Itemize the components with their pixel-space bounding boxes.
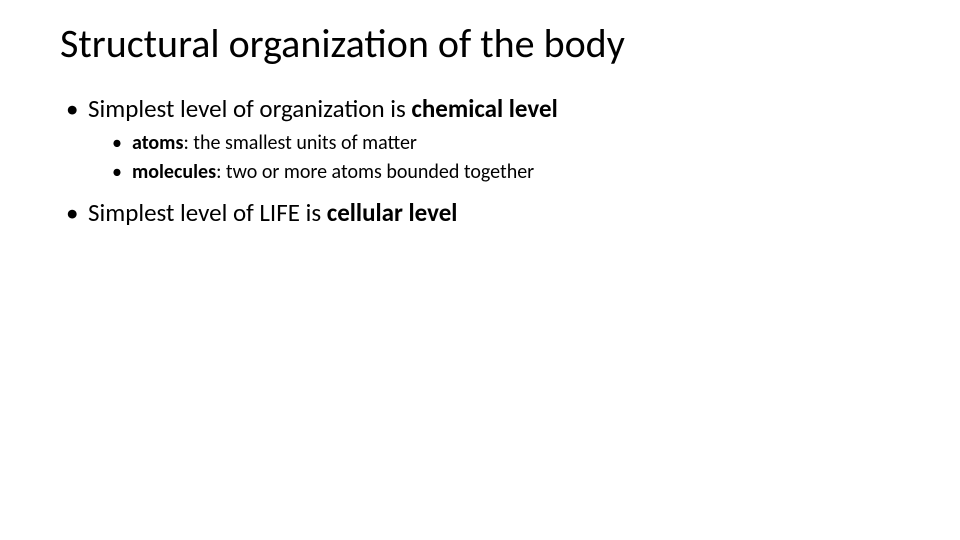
bullet-text: atoms: the smallest units of matter xyxy=(132,131,417,155)
bullet-list-level2: atoms: the smallest units of matter mole… xyxy=(88,130,900,186)
bullet-text: Simplest level of organization is chemic… xyxy=(88,93,558,124)
bullet-item: atoms: the smallest units of matter xyxy=(128,130,900,157)
slide: Structural organization of the body Simp… xyxy=(0,0,960,540)
bullet-item: Simplest level of LIFE is cellular level xyxy=(84,196,900,230)
slide-title: Structural organization of the body xyxy=(60,20,900,68)
bullet-text: molecules: two or more atoms bounded tog… xyxy=(132,160,534,184)
bullet-text: Simplest level of LIFE is cellular level xyxy=(88,197,457,228)
bullet-item: Simplest level of organization is chemic… xyxy=(84,92,900,186)
bullet-list-level1: Simplest level of organization is chemic… xyxy=(60,92,900,230)
bullet-item: molecules: two or more atoms bounded tog… xyxy=(128,159,900,186)
